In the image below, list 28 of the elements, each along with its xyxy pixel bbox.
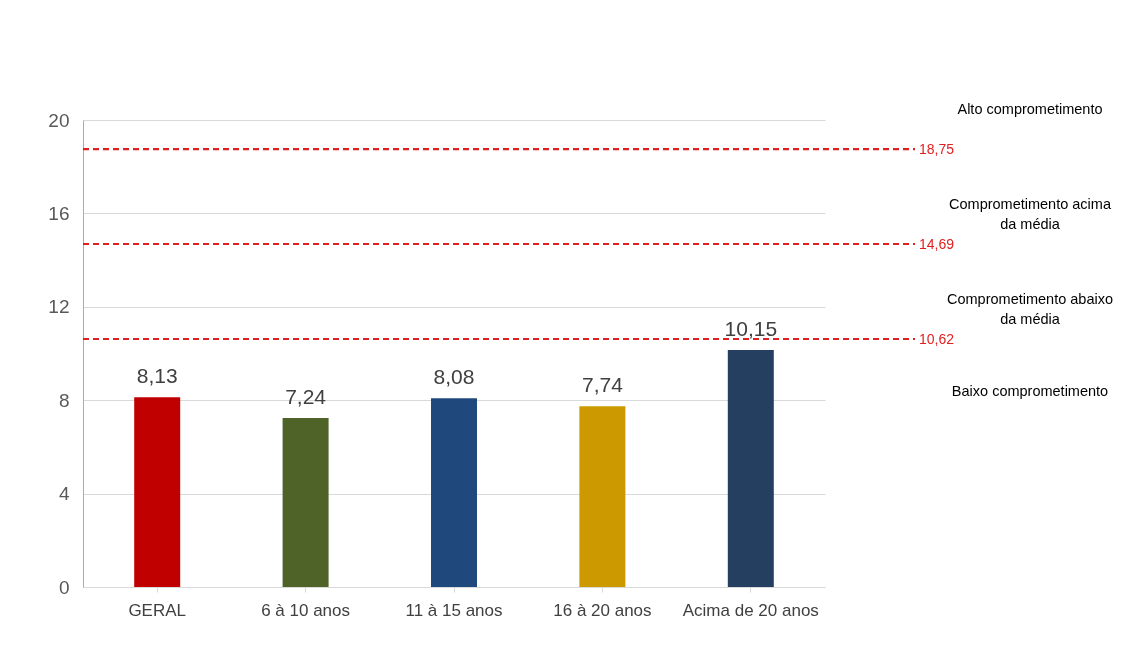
y-tick-label: 4 xyxy=(58,483,70,505)
text: Comprometimento abaixo da média xyxy=(946,291,1114,327)
data-label: 7,24 xyxy=(285,384,327,408)
y-tick-label: 16 xyxy=(48,202,70,224)
y-tick-label: 12 xyxy=(48,296,70,318)
data-label: 10,15 xyxy=(724,317,778,340)
x-tick-label: 11 à 15 anos xyxy=(405,600,503,620)
bar xyxy=(282,417,329,587)
x-tick-label: 6 à 10 anos xyxy=(261,600,351,620)
text: Baixo comprometimento xyxy=(951,383,1109,399)
x-tick-label: 16 à 20 anos xyxy=(553,600,652,620)
y-tick-label: 0 xyxy=(58,576,70,598)
data-label: 7,74 xyxy=(581,373,624,397)
bar xyxy=(431,398,477,587)
text: Alto comprometimento xyxy=(957,101,1103,117)
data-label: 8,08 xyxy=(433,365,475,389)
x-tick-label: Acima de 20 anos xyxy=(682,600,819,620)
data-label: 8,13 xyxy=(136,364,178,388)
x-tick-label: GERAL xyxy=(128,600,187,620)
ref-line-label: 10,62 xyxy=(919,331,955,348)
bar xyxy=(579,406,626,587)
y-tick-label: 20 xyxy=(48,109,70,131)
y-tick-label: 8 xyxy=(58,389,70,411)
ref-line-label: 18,75 xyxy=(919,141,955,158)
ref-line-label: 14,69 xyxy=(919,235,955,252)
text: Comprometimento acima da média xyxy=(949,196,1112,232)
bar xyxy=(134,397,181,587)
bar xyxy=(727,350,774,587)
